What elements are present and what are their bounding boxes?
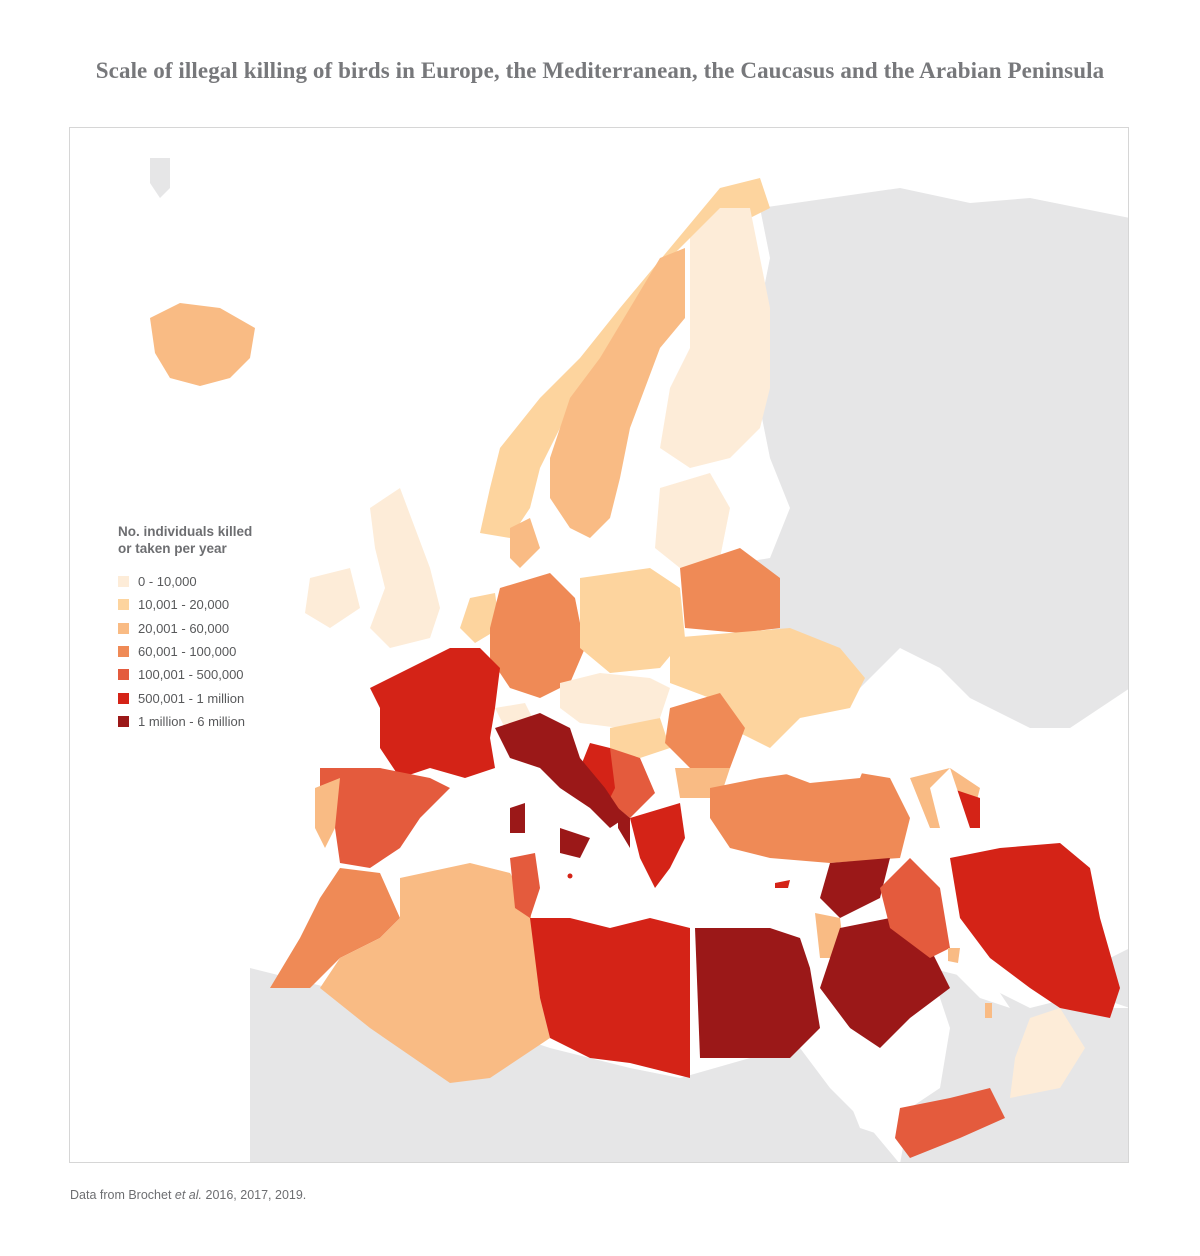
legend-item: 20,001 - 60,000 xyxy=(118,617,318,640)
country-poland xyxy=(580,568,685,673)
russia-region xyxy=(710,188,1128,728)
country-egypt xyxy=(695,928,820,1058)
source-suffix: 2016, 2017, 2019. xyxy=(202,1188,307,1202)
legend-swatch xyxy=(118,669,129,681)
legend-item: 60,001 - 100,000 xyxy=(118,640,318,663)
country-algeria xyxy=(320,863,550,1083)
caspian-sea xyxy=(930,768,970,848)
country-iran xyxy=(950,843,1120,1018)
legend-label: 500,001 - 1 million xyxy=(138,690,245,706)
legend-swatch xyxy=(118,715,129,727)
legend-label: 60,001 - 100,000 xyxy=(138,644,237,660)
persian-gulf xyxy=(950,968,1010,1008)
map-title: Scale of illegal killing of birds in Eur… xyxy=(95,58,1105,83)
country-yemen xyxy=(895,1088,1005,1158)
country-kuwait xyxy=(948,948,960,963)
map-frame: No. individuals killed or taken per year… xyxy=(69,127,1129,1163)
legend-item: 1 million - 6 million xyxy=(118,710,318,733)
legend-label: 20,001 - 60,000 xyxy=(138,620,230,636)
legend-swatch xyxy=(118,692,129,704)
source-italic: et al. xyxy=(174,1188,203,1202)
legend-label: 10,001 - 20,000 xyxy=(138,597,230,613)
country-belarus xyxy=(680,548,780,633)
country-finland xyxy=(660,208,770,468)
novaya-zemlya-island xyxy=(1070,278,1090,328)
legend-swatch xyxy=(118,576,129,588)
source-note: Data from Brochet et al. 2016, 2017, 201… xyxy=(70,1188,306,1202)
country-tunisia xyxy=(510,853,540,918)
svalbard-island xyxy=(150,158,170,198)
legend: No. individuals killed or taken per year… xyxy=(118,523,318,733)
legend-label: 1 million - 6 million xyxy=(138,713,245,729)
countries xyxy=(150,178,1120,1158)
legend-label: 0 - 10,000 xyxy=(138,574,197,590)
country-ukraine xyxy=(670,628,865,748)
country-central-europe xyxy=(560,673,670,728)
country-hungary xyxy=(610,718,670,758)
country-denmark xyxy=(510,518,540,568)
legend-swatch xyxy=(118,622,129,634)
country-syria xyxy=(820,858,890,918)
country-turkey xyxy=(710,768,910,863)
country-spain xyxy=(320,768,450,868)
legend-item: 500,001 - 1 million xyxy=(118,686,318,709)
black-sea xyxy=(770,748,870,783)
legend-title-line2: or taken per year xyxy=(118,541,227,556)
legend-item: 0 - 10,000 xyxy=(118,570,318,593)
country-italy xyxy=(495,713,625,828)
country-libya xyxy=(530,918,690,1078)
country-sicily xyxy=(560,828,590,858)
legend-swatch xyxy=(118,646,129,658)
legend-item: 100,001 - 500,000 xyxy=(118,663,318,686)
country-saudi-arabia xyxy=(820,918,950,1048)
country-baltics xyxy=(655,473,730,568)
country-qatar xyxy=(985,1003,992,1018)
country-iraq xyxy=(880,858,950,958)
country-portugal xyxy=(315,778,340,848)
country-germany xyxy=(490,573,585,698)
source-prefix: Data from Brochet xyxy=(70,1188,175,1202)
country-cyprus xyxy=(775,880,790,888)
country-greece xyxy=(630,803,685,888)
country-malta xyxy=(567,873,573,879)
country-romania xyxy=(665,693,745,768)
map-svg xyxy=(150,158,1128,1162)
legend-title-line1: No. individuals killed xyxy=(118,524,253,539)
legend-swatch xyxy=(118,599,129,611)
red-sea xyxy=(830,1008,890,1138)
legend-title: No. individuals killed or taken per year xyxy=(118,523,318,557)
country-serbia xyxy=(605,748,655,818)
country-uk xyxy=(370,488,440,648)
country-ireland xyxy=(305,568,360,628)
seas xyxy=(770,748,1010,1138)
country-oman xyxy=(1010,1008,1085,1098)
country-iceland xyxy=(150,303,255,386)
country-sardinia xyxy=(510,803,525,833)
country-morocco xyxy=(270,868,400,988)
legend-item: 10,001 - 20,000 xyxy=(118,593,318,616)
country-sweden xyxy=(550,248,685,538)
legend-label: 100,001 - 500,000 xyxy=(138,667,244,683)
country-france xyxy=(370,648,500,778)
